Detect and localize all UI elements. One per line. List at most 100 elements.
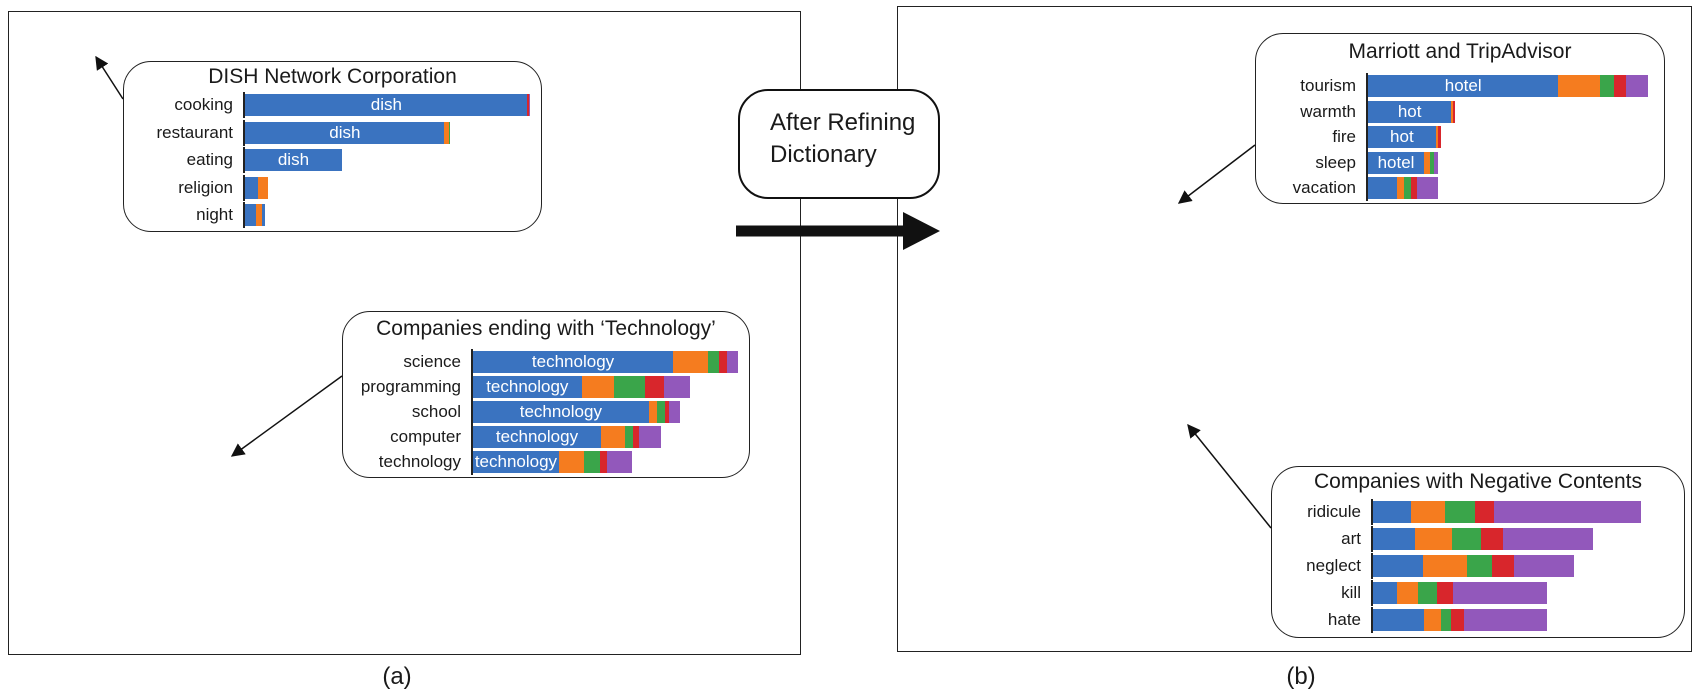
stacked-bar <box>245 176 268 199</box>
bar-segment-red <box>632 426 639 448</box>
bar-segment-purple <box>1493 501 1641 523</box>
bar-segment-blue <box>245 149 342 171</box>
callout-pointer-arrow <box>95 55 124 100</box>
stacked-bar <box>473 351 738 373</box>
bar-segment-green <box>1418 582 1438 604</box>
bar-segment-green <box>614 376 645 398</box>
bar-row-label: computer <box>390 427 461 446</box>
bar-segment-red <box>1474 501 1494 523</box>
bar-segment-purple <box>1513 555 1574 577</box>
panel-a-caption: (a) <box>382 663 412 690</box>
bar-row-label: religion <box>178 177 233 197</box>
bar-axis-line <box>1371 499 1373 525</box>
callout-negative-contents: Companies with Negative Contents ridicul… <box>1271 466 1685 638</box>
bar-segment-orange <box>648 401 657 423</box>
refine-dictionary-box: After Refining Dictionary <box>738 89 940 199</box>
bar-segment-blue <box>473 376 582 398</box>
bar-segment-blue <box>1373 555 1424 577</box>
callout-dish-network: DISH Network Corporation cooking dish rest… <box>123 61 542 232</box>
stacked-bar <box>1373 609 1548 631</box>
bar-segment-orange <box>1423 609 1441 631</box>
bar-segment-green <box>708 351 720 373</box>
bar-segment-purple <box>1625 75 1648 97</box>
refine-label-line2: Dictionary <box>770 141 877 168</box>
bar-segment-green <box>1404 177 1412 199</box>
bar-inner-label: dish <box>329 122 361 142</box>
bar-row-label: warmth <box>1300 101 1356 121</box>
bar-segment-blue <box>245 204 256 226</box>
bar-segment-blue <box>473 426 601 448</box>
bar-axis-line <box>1366 149 1368 176</box>
bar-segment-green <box>1452 528 1481 550</box>
bar-axis-line <box>471 374 473 400</box>
bar-segment-red <box>665 401 670 423</box>
bar-segment-blue <box>245 176 258 199</box>
bar-axis-line <box>471 424 473 450</box>
bar-segment-purple <box>1416 177 1438 199</box>
bar-segment-red <box>600 451 607 473</box>
bar-axis-line <box>471 349 473 375</box>
bar-inner-label: hotel <box>1444 76 1482 95</box>
bar-axis-line <box>1366 98 1368 125</box>
bar-segment-red <box>1453 100 1455 123</box>
bar-segment-blue <box>473 401 649 423</box>
bar-segment-green <box>625 426 633 448</box>
bar-axis-line <box>243 174 245 201</box>
bar-segment-purple <box>727 351 738 373</box>
bar-segment-purple <box>528 94 530 116</box>
callout-title: Companies ending with ‘Technology’ <box>376 317 716 340</box>
bar-row-label: science <box>403 352 461 371</box>
bar-segment-purple <box>606 451 632 473</box>
bar-segment-orange <box>1424 151 1430 174</box>
bar-axis-line <box>1371 580 1373 606</box>
bar-inner-label: technology <box>486 377 569 396</box>
bar-segment-blue <box>1368 126 1436 148</box>
bar-inner-label: hotel <box>1377 152 1415 172</box>
bar-row-label: kill <box>1341 583 1361 602</box>
bar-inner-label: technology <box>519 402 602 421</box>
bar-segment-orange <box>1558 75 1601 97</box>
bar-segment-orange <box>257 176 268 199</box>
stacked-bar <box>1373 501 1641 523</box>
bar-segment-purple <box>1463 609 1548 631</box>
stacked-bar <box>473 426 662 448</box>
panel-b-caption: (b) <box>1286 663 1316 690</box>
bar-segment-orange <box>558 451 585 473</box>
bar-segment-blue <box>1368 177 1398 199</box>
bar-segment-purple <box>1433 151 1438 174</box>
stacked-bar <box>245 121 451 144</box>
bar-row-label: neglect <box>1306 556 1361 575</box>
bar-segment-red <box>719 351 728 373</box>
bar-segment-green <box>584 451 601 473</box>
stacked-bar <box>1368 177 1438 199</box>
stacked-bar <box>473 401 680 423</box>
stacked-bar <box>1373 582 1548 604</box>
bar-segment-orange <box>1397 582 1419 604</box>
bar-segment-green <box>1600 75 1615 97</box>
bar-row-label: restaurant <box>156 122 233 142</box>
stacked-bar <box>245 204 265 226</box>
bar-segment-orange <box>1435 126 1438 148</box>
stacked-bar <box>473 451 632 473</box>
bar-segment-orange <box>1423 555 1468 577</box>
bar-axis-line <box>243 202 245 228</box>
bar-axis-line <box>471 399 473 425</box>
bar-segment-orange <box>581 376 615 398</box>
stacked-bar <box>245 94 530 116</box>
bar-row-label: art <box>1341 529 1361 548</box>
bar-segment-blue <box>1373 609 1424 631</box>
stacked-bar <box>1368 151 1438 174</box>
bar-segment-red <box>1614 75 1626 97</box>
bar-row-label: tourism <box>1300 76 1356 95</box>
bar-segment-red <box>1480 528 1503 550</box>
bar-inner-label: dish <box>370 95 402 114</box>
bar-segment-blue <box>1373 501 1411 523</box>
stacked-bar <box>1373 528 1593 550</box>
bar-axis-line <box>1371 607 1373 633</box>
bar-segment-blue <box>245 121 445 144</box>
bar-segment-purple <box>638 426 662 448</box>
refine-label-line1: After Refining <box>770 109 916 136</box>
bar-segment-orange <box>1451 100 1454 123</box>
bar-segment-red <box>1437 126 1441 148</box>
